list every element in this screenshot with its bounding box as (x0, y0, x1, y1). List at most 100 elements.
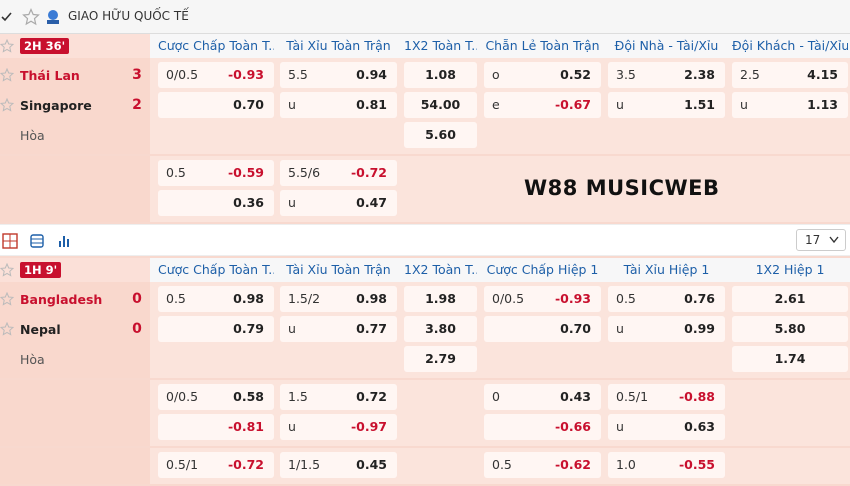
odds-cell[interactable]: 3.80 (404, 316, 477, 342)
collapse-icon[interactable] (0, 10, 14, 24)
odds-value: 54.00 (420, 97, 461, 112)
odds-value: 4.15 (807, 67, 838, 82)
team-score: 2 (132, 97, 142, 113)
odds-cell[interactable]: u 0.47 (280, 190, 397, 216)
odds-cell[interactable]: -0.81 (158, 414, 274, 440)
odds-cell[interactable]: 0.79 (158, 316, 274, 342)
odds-cell[interactable]: -0.66 (484, 414, 601, 440)
favorite-star[interactable] (0, 98, 14, 112)
column-header[interactable]: Cược Chấp Hiệp 1 (486, 262, 599, 277)
odds-cell[interactable]: 1.98 (404, 286, 477, 312)
odds-cell[interactable]: 0.5 0.76 (608, 286, 725, 312)
league-bar[interactable]: GIAO HỮU QUỐC TẾ (0, 0, 850, 34)
odds-value: -0.93 (227, 67, 264, 82)
odds-cell[interactable]: 0.70 (484, 316, 601, 342)
odds-value: 0.63 (684, 419, 715, 434)
favorite-star[interactable] (0, 322, 14, 336)
odds-cell[interactable]: 2.79 (404, 346, 477, 372)
team-name: Thái Lan (20, 68, 80, 83)
stats-icon[interactable] (57, 233, 73, 249)
odds-cell[interactable]: u 0.81 (280, 92, 397, 118)
odds-label: 5.5 (288, 67, 308, 82)
column-header[interactable]: 1X2 Toàn T... (404, 38, 477, 53)
odds-block: Bangladesh 0 Nepal 0 Hòa 0.5 0.98 1.5/2 0.98 1.98… (0, 282, 850, 378)
odds-block: 0.5 -0.59 5.5/6 -0.72 0.36 u 0.47 W88 MUSICWEB (0, 156, 850, 222)
column-header[interactable]: 1X2 Toàn T... (404, 262, 477, 277)
odds-cell[interactable]: 0 0.43 (484, 384, 601, 410)
match-time: 1H 9' (20, 262, 62, 278)
odds-cell[interactable]: 0/0.5 -0.93 (158, 62, 274, 88)
chevron (829, 236, 839, 244)
view-icon[interactable] (2, 233, 18, 249)
odds-value: 2.61 (774, 291, 806, 306)
odds-cell[interactable]: e -0.67 (484, 92, 601, 118)
odds-cell[interactable]: u -0.97 (280, 414, 397, 440)
odds-cell[interactable]: 0.5/1 -0.72 (158, 452, 274, 478)
odds-cell[interactable]: u 0.63 (608, 414, 725, 440)
column-header[interactable]: Tài Xỉu Toàn Trận (286, 38, 391, 53)
column-header[interactable]: Cược Chấp Toàn T... (158, 38, 274, 53)
odds-value: 0.43 (560, 389, 591, 404)
odds-cell[interactable]: 1.08 (404, 62, 477, 88)
odds-cell[interactable]: 0.5 -0.62 (484, 452, 601, 478)
column-header[interactable]: Đội Khách - Tài/Xỉu (732, 38, 848, 53)
column-header[interactable]: 1X2 Hiệp 1 (755, 262, 825, 277)
odds-value: -0.97 (350, 419, 387, 434)
odds-label: 0.5/1 (166, 457, 199, 472)
odds-value: 0.70 (560, 321, 591, 336)
odds-cell[interactable]: 54.00 (404, 92, 477, 118)
list-icon[interactable] (29, 233, 45, 249)
odds-cell[interactable]: o 0.52 (484, 62, 601, 88)
odds-value: 0.76 (684, 291, 715, 306)
odds-cell[interactable]: 1.0 -0.55 (608, 452, 725, 478)
odds-cell[interactable]: 0.5/1 -0.88 (608, 384, 725, 410)
team-column: Bangladesh 0 Nepal 0 Hòa (0, 282, 150, 378)
odds-cell[interactable]: 0/0.5 -0.93 (484, 286, 601, 312)
odds-cell[interactable]: u 1.13 (732, 92, 848, 118)
odds-cell[interactable]: 5.5 0.94 (280, 62, 397, 88)
odds-cell[interactable]: 0.70 (158, 92, 274, 118)
odds-cell[interactable]: u 0.99 (608, 316, 725, 342)
team-name: Singapore (20, 98, 92, 113)
odds-value: 1.74 (774, 351, 806, 366)
column-header[interactable]: Tài Xỉu Hiệp 1 (623, 262, 710, 277)
column-header[interactable]: Đội Nhà - Tài/Xỉu (614, 38, 719, 53)
odds-cell[interactable]: 1.74 (732, 346, 848, 372)
odds-cell[interactable]: 2.61 (732, 286, 848, 312)
team-name: Bangladesh (20, 292, 103, 307)
odds-value: 5.80 (774, 321, 806, 336)
odds-cell[interactable]: 1.5/2 0.98 (280, 286, 397, 312)
odds-cell[interactable]: 3.5 2.38 (608, 62, 725, 88)
odds-label: o (492, 67, 500, 82)
favorite-star[interactable] (0, 292, 14, 306)
odds-cell[interactable]: 1.5 0.72 (280, 384, 397, 410)
column-header[interactable]: Chẵn Lẻ Toàn Trận (485, 38, 600, 53)
odds-value: 0.98 (233, 291, 264, 306)
odds-value: 0.94 (356, 67, 387, 82)
column-header[interactable]: Tài Xỉu Toàn Trận (286, 262, 391, 277)
odds-value: 0.72 (356, 389, 387, 404)
odds-cell[interactable]: 0/0.5 0.58 (158, 384, 274, 410)
favorite-star[interactable] (0, 68, 14, 82)
odds-value: 5.60 (425, 127, 456, 142)
odds-value: 0.81 (356, 97, 387, 112)
odds-cell[interactable]: 5.80 (732, 316, 848, 342)
odds-cell[interactable]: 2.5 4.15 (732, 62, 848, 88)
odds-cell[interactable]: 5.5/6 -0.72 (280, 160, 397, 186)
odds-cell[interactable]: 0.5 0.98 (158, 286, 274, 312)
favorite-star[interactable] (22, 8, 40, 26)
odds-value: -0.88 (678, 389, 715, 404)
odds-cell[interactable]: u 1.51 (608, 92, 725, 118)
odds-label: 1.5 (288, 389, 308, 404)
odds-block: 0/0.5 0.58 1.5 0.72 0 0.43 0.5/1 -0.88 -0.81 u -0.… (0, 380, 850, 446)
odds-cell[interactable]: 0.5 -0.59 (158, 160, 274, 186)
odds-cell[interactable]: 0.36 (158, 190, 274, 216)
odds-cell[interactable]: 1/1.5 0.45 (280, 452, 397, 478)
column-header[interactable]: Cược Chấp Toàn T... (158, 262, 274, 277)
odds-cell[interactable]: 5.60 (404, 122, 477, 148)
page-size-select[interactable]: 17 (796, 229, 846, 251)
odds-cell[interactable]: u 0.77 (280, 316, 397, 342)
odds-value: 0.98 (356, 291, 387, 306)
favorite-star[interactable] (0, 39, 14, 53)
favorite-star[interactable] (0, 263, 14, 277)
